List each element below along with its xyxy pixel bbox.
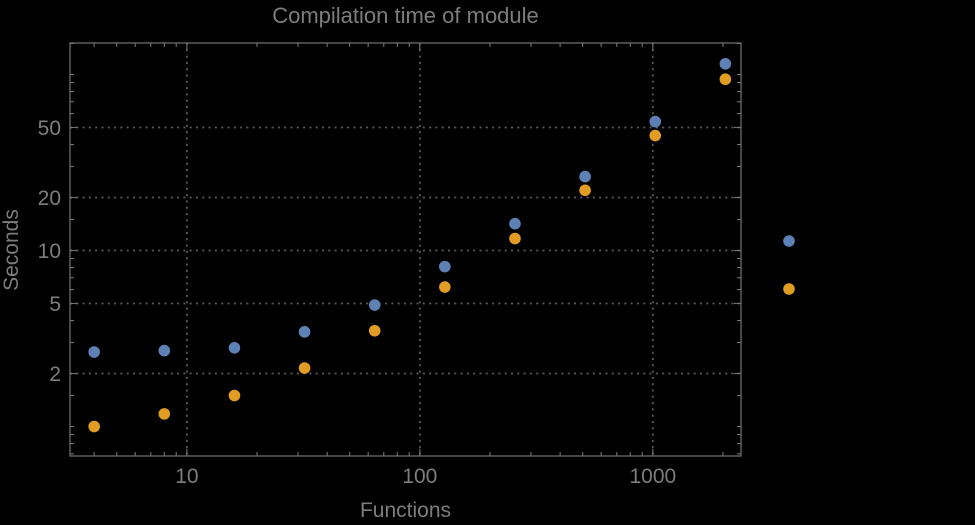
data-point-blue bbox=[649, 115, 662, 128]
y-tick-label: 20 bbox=[38, 187, 61, 210]
data-point-blue bbox=[228, 342, 241, 354]
y-tick-label: 50 bbox=[38, 117, 61, 140]
data-point-orange bbox=[298, 362, 311, 374]
data-point-orange bbox=[719, 73, 732, 86]
data-point-orange bbox=[439, 281, 451, 293]
chart-title: Compilation time of module bbox=[272, 3, 539, 28]
legend-marker-orange bbox=[783, 283, 795, 295]
data-point-blue bbox=[298, 326, 311, 338]
x-tick-label: 100 bbox=[402, 465, 437, 488]
data-point-blue bbox=[158, 344, 171, 357]
y-tick-label: 5 bbox=[49, 293, 61, 316]
x-tick-label: 1000 bbox=[629, 465, 676, 488]
data-point-orange bbox=[228, 389, 241, 402]
data-point-orange bbox=[509, 232, 521, 245]
plot-frame bbox=[69, 42, 742, 457]
y-tick-label: 2 bbox=[49, 363, 61, 386]
data-point-blue bbox=[88, 346, 100, 358]
data-point-blue bbox=[439, 260, 451, 273]
data-point-blue bbox=[509, 217, 521, 230]
legend-marker-blue bbox=[783, 235, 795, 247]
y-tick-label: 10 bbox=[38, 240, 61, 263]
data-point-orange bbox=[158, 408, 171, 420]
data-point-orange bbox=[649, 129, 662, 142]
data-point-orange bbox=[368, 324, 381, 337]
data-point-blue bbox=[368, 299, 381, 311]
data-point-blue bbox=[719, 58, 732, 70]
data-point-orange bbox=[88, 420, 100, 433]
data-point-orange bbox=[579, 184, 591, 197]
y-axis-label: Seconds bbox=[0, 209, 23, 291]
x-axis-label: Functions bbox=[359, 499, 452, 522]
data-point-blue bbox=[579, 170, 591, 183]
x-tick-label: 10 bbox=[175, 465, 198, 488]
